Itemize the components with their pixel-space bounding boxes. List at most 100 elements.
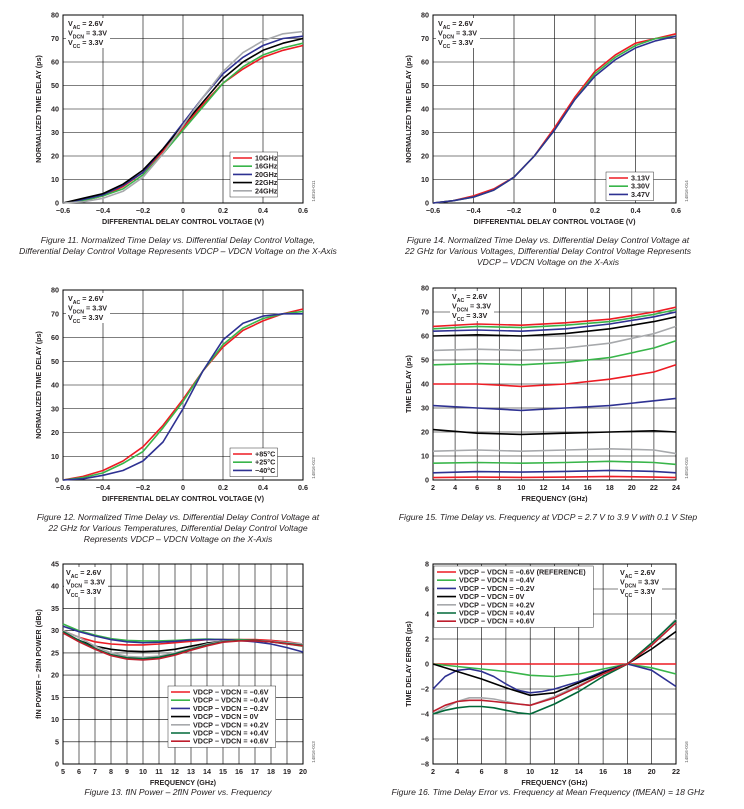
fig13-y-axis-label: fIN POWER – 2fIN POWER (dBc) (34, 608, 43, 718)
fig11-x-axis-label: DIFFERENTIAL DELAY CONTROL VOLTAGE (V) (102, 217, 265, 226)
conditions-bg (618, 567, 662, 597)
x-tick-label: 18 (623, 767, 631, 776)
legend-label: 10GHz (255, 154, 278, 163)
fig15-series-line (432, 306, 677, 328)
legend-label: VDCP − VDCN = −0.6V (193, 688, 269, 697)
legend-label: VDCP − VDCN = +0.6V (193, 737, 269, 746)
fig14-x-axis-label: DIFFERENTIAL DELAY CONTROL VOLTAGE (V) (474, 217, 637, 226)
fig16-chart: 2 4 6 8 10 12 14 16 18 20 22 −8 −6 −4 −2 0 2 4 6 8 FREQUENCY… (392, 560, 706, 798)
x-tick-label: 0.2 (590, 206, 600, 215)
x-tick-label: −0.6 (56, 206, 70, 215)
condition-text: VAC = 2.6V (452, 292, 487, 304)
y-tick-label: 40 (421, 105, 429, 114)
y-tick-label: 60 (421, 332, 429, 341)
fig13-series (62, 623, 304, 661)
x-tick-label: 12 (171, 767, 179, 776)
fig15-series-line (432, 311, 677, 332)
y-tick-label: 45 (51, 560, 59, 569)
x-tick-label: 0.2 (218, 483, 228, 492)
fig16-series (432, 618, 677, 715)
fig15-series-line (432, 460, 677, 466)
fig16-legend: VDCP − VDCN = −0.6V (REFERENCE)VDCP − VD… (433, 565, 594, 628)
y-tick-label: 20 (421, 152, 429, 161)
fig13-side-id: 14816-013 (311, 741, 316, 763)
x-tick-label: 2 (431, 483, 435, 492)
fig11-chart: −0.6 −0.4 −0.2 0 0.2 0.4 0.6 0 10 20 30 40 50 60 70 80 D… (19, 11, 337, 257)
fig15-series-line (432, 316, 677, 337)
legend-label: VDCP − VDCN = −0.4V (193, 696, 269, 705)
fig14-chart: −0.6 −0.4 −0.2 0 0.2 0.4 0.6 0 10 20 30 40 50 60 70 80 D… (404, 11, 692, 268)
x-tick-label: 20 (628, 483, 636, 492)
y-tick-label: −2 (421, 685, 429, 694)
condition-text: VCC = 3.3V (620, 587, 655, 599)
condition-text: VCC = 3.3V (66, 587, 101, 599)
legend-label: VDCP − VDCN = +0.2V (459, 600, 535, 609)
fig13-series-line (62, 632, 304, 661)
x-tick-label: 7 (93, 767, 97, 776)
caption-line: Figure 14. Normalized Time Delay vs. Dif… (407, 235, 690, 245)
y-tick-label: 50 (51, 81, 59, 90)
x-tick-label: 6 (77, 767, 81, 776)
fig11-series-line (62, 35, 304, 204)
y-tick-label: 0 (425, 660, 429, 669)
fig12-side-id: 14816-012 (311, 457, 316, 479)
y-tick-label: 0 (425, 476, 429, 485)
condition-text: VDCN = 3.3V (452, 302, 491, 314)
condition-text: VCC = 3.3V (438, 38, 473, 50)
caption-line: Differential Delay Control Voltage Repre… (19, 246, 337, 256)
x-tick-label: 20 (299, 767, 307, 776)
y-tick-label: 80 (51, 11, 59, 20)
y-tick-label: 20 (51, 671, 59, 680)
y-tick-label: 4 (425, 610, 429, 619)
legend-label: +25°C (255, 458, 275, 467)
fig11-series-line (62, 30, 304, 204)
x-tick-label: 6 (475, 483, 479, 492)
condition-text: VAC = 2.6V (620, 568, 655, 580)
fig11-caption: Figure 11. Normalized Time Delay vs. Dif… (19, 235, 337, 256)
fig11-series-line (62, 42, 304, 204)
fig15-series-line (432, 428, 677, 436)
y-tick-label: 30 (51, 128, 59, 137)
x-tick-label: 10 (517, 483, 525, 492)
y-tick-label: 5 (55, 737, 59, 746)
caption-line: VDCP – VDCN Voltage on the X-Axis (477, 257, 620, 267)
condition-text: VDCN = 3.3V (68, 29, 107, 41)
y-tick-label: 40 (51, 582, 59, 591)
condition-text: VDCN = 3.3V (620, 578, 659, 590)
caption-line: 22 GHz for Various Temperatures, Differe… (47, 523, 308, 533)
x-tick-label: 20 (648, 767, 656, 776)
caption-line: Figure 12. Normalized Time Delay vs. Dif… (37, 512, 320, 522)
condition-text: VAC = 2.6V (66, 568, 101, 580)
caption-line: Figure 15. Time Delay vs. Frequency at V… (399, 512, 698, 522)
fig16-caption: Figure 16. Time Delay Error vs. Frequenc… (392, 787, 706, 797)
fig12-series-line (62, 308, 304, 481)
fig15-chart: 2 4 6 8 10 12 14 16 18 20 22 2401020304050607080FRE… (399, 284, 698, 523)
conditions-bg (450, 291, 494, 321)
y-tick-label: 30 (421, 128, 429, 137)
x-tick-label: 5 (61, 767, 65, 776)
x-tick-label: 0.6 (298, 206, 308, 215)
fig15-series-line (433, 364, 677, 388)
x-tick-label: 10 (139, 767, 147, 776)
legend-label: VDCP − VDCN = +0.6V (459, 617, 535, 626)
legend-label: VDCP − VDCN = +0.4V (193, 729, 269, 738)
y-tick-label: 0 (55, 760, 59, 769)
fig15-series-line (432, 340, 677, 366)
x-tick-label: 0 (553, 206, 557, 215)
caption-line: Figure 11. Normalized Time Delay vs. Dif… (41, 235, 316, 245)
legend-label: VDCP − VDCN = −0.2V (459, 584, 535, 593)
y-tick-label: 35 (51, 604, 59, 613)
y-tick-label: 60 (51, 58, 59, 67)
legend-label: 3.30V (631, 182, 650, 191)
fig15-series-line (432, 448, 677, 455)
fig16-x-axis-label: FREQUENCY (GHz) (521, 778, 588, 787)
fig12-caption: Figure 12. Normalized Time Delay vs. Dif… (37, 512, 320, 544)
fig13-x-axis-label: FREQUENCY (GHz) (150, 778, 217, 787)
condition-text: VCC = 3.3V (452, 311, 487, 323)
caption-line: 22 GHz for Various Voltages, Differentia… (404, 246, 692, 256)
fig14-series-line (432, 33, 677, 204)
